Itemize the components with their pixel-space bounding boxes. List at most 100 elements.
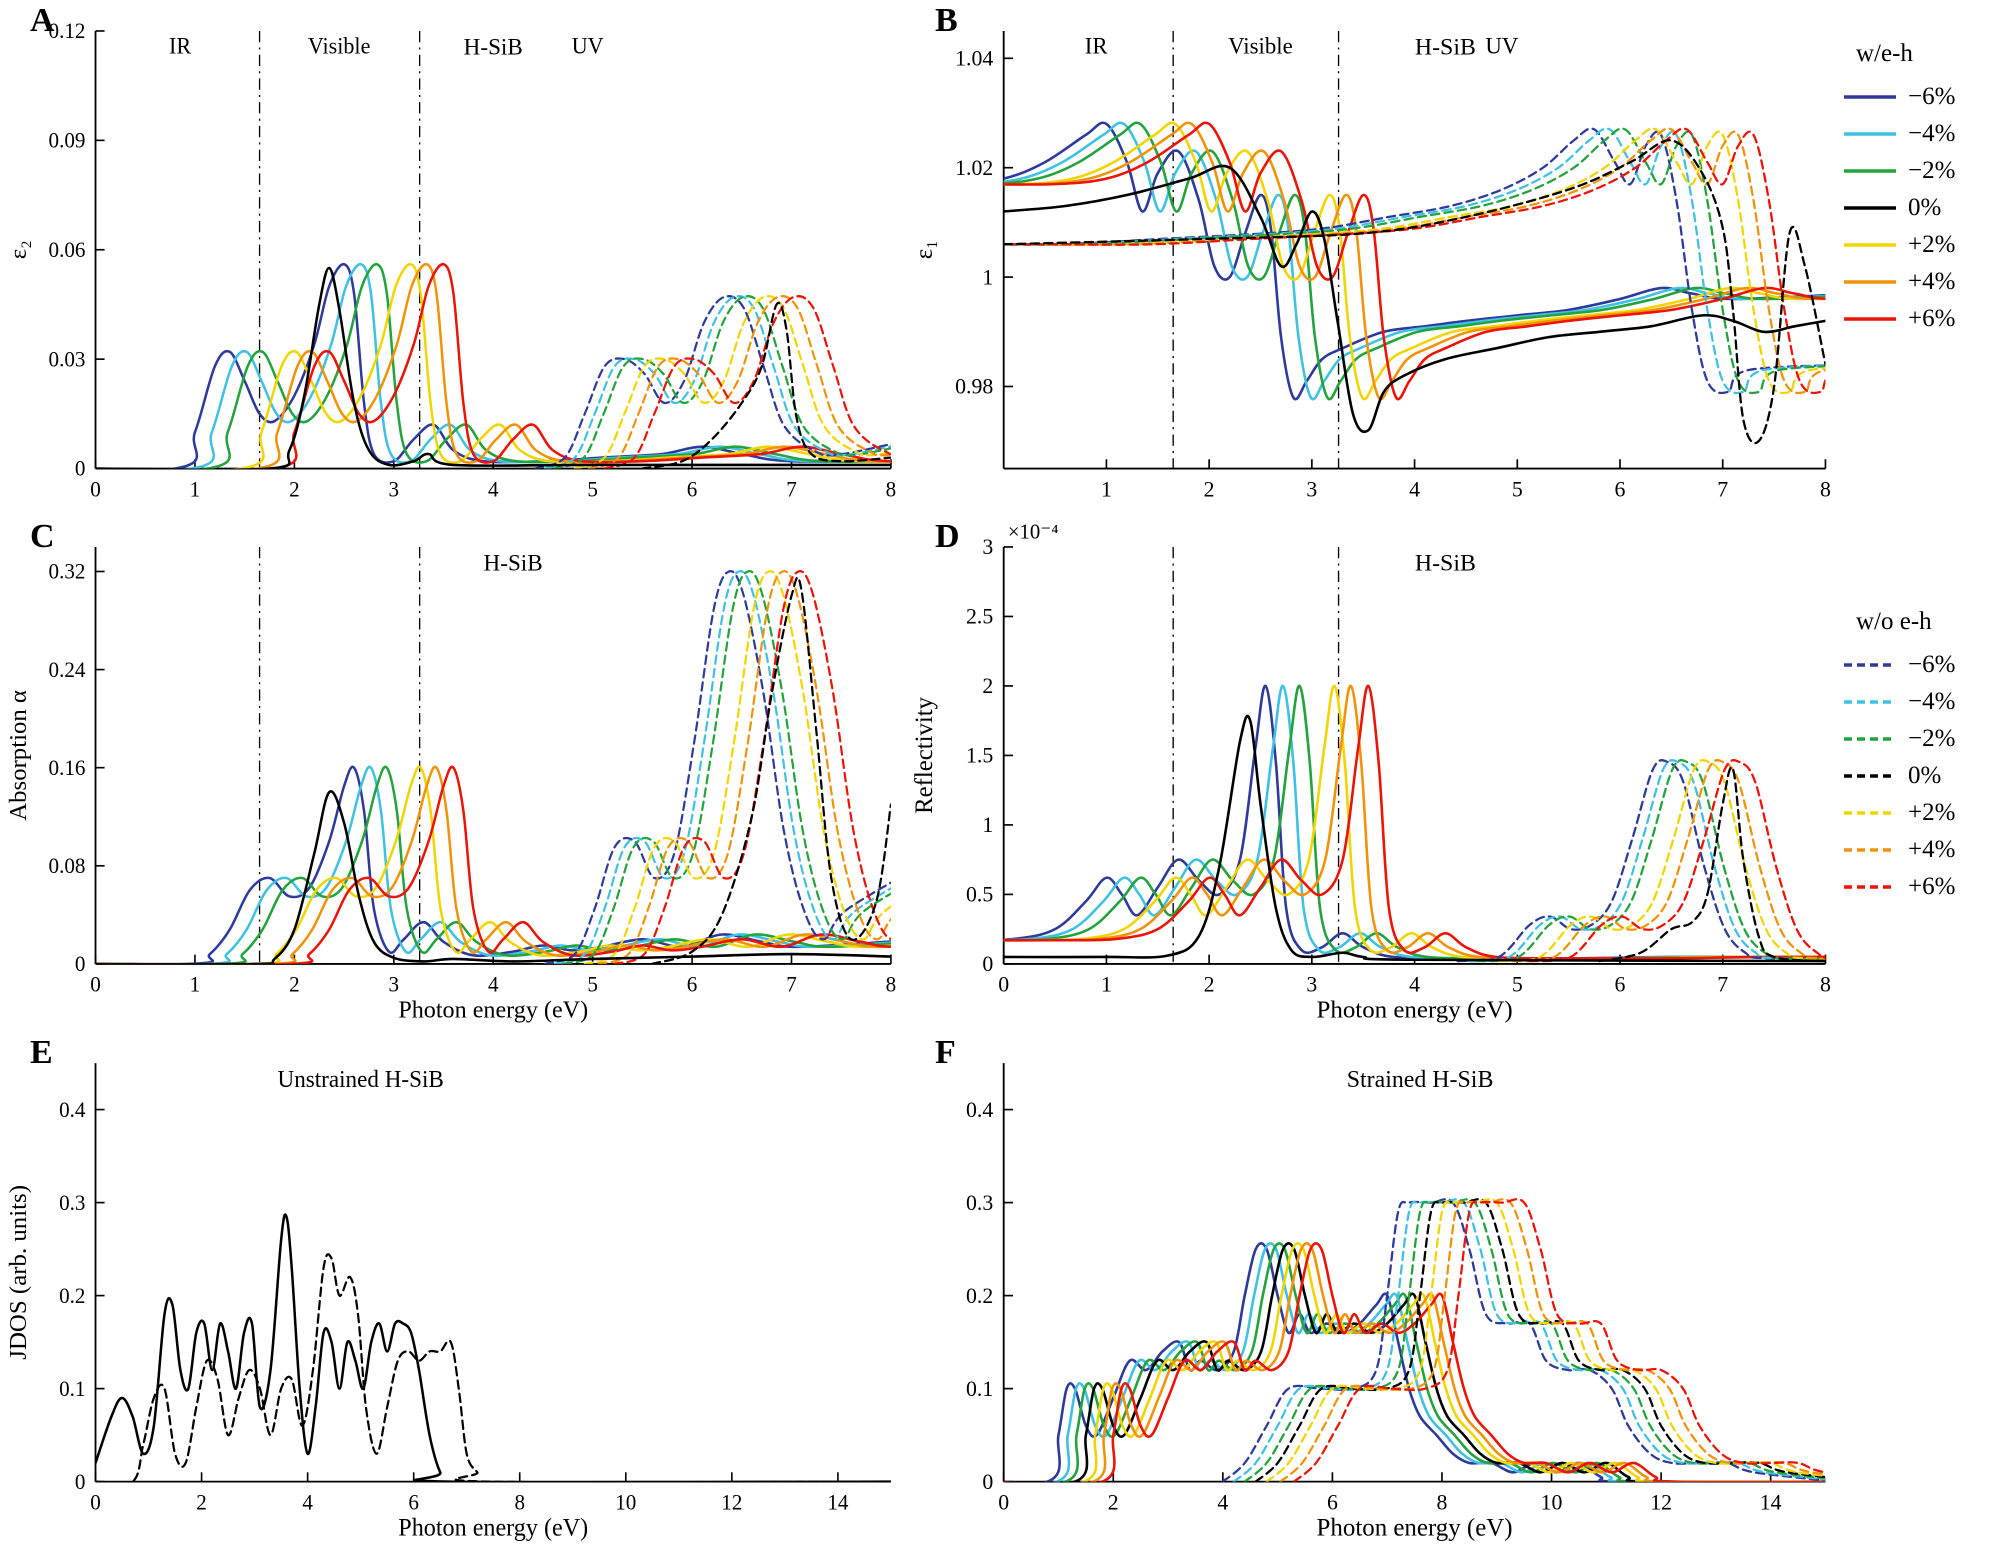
legend-label: +6% (1908, 872, 1956, 900)
legend-label: −2% (1908, 724, 1956, 752)
panel-E: E 0 2 4 6 8 10 12 14 0 0.1 0.2 0.3 0.4 Unstrained H-S… (0, 1032, 905, 1550)
svg-text:0.98: 0.98 (955, 375, 993, 399)
svg-text:0.2: 0.2 (966, 1284, 993, 1308)
svg-text:Photon energy (eV): Photon energy (eV) (398, 1514, 588, 1541)
panel-letter-B: B (935, 2, 958, 39)
legend-line-icon (1844, 884, 1896, 889)
panel-D: D 0 1 2 3 4 5 6 7 8 0 0.5 1 1.5 2 2.5 3 H-SiB ×10⁻⁴ Photon… (905, 516, 1840, 1032)
legend-line-icon (1844, 316, 1896, 321)
svg-text:0.3: 0.3 (59, 1191, 85, 1215)
svg-text:2: 2 (1204, 477, 1215, 501)
legend-label: −4% (1908, 687, 1956, 715)
legend-label: −6% (1908, 82, 1956, 110)
svg-text:12: 12 (1650, 1491, 1672, 1515)
plot-reflectivity: 0 1 2 3 4 5 6 7 8 0 0.5 1 1.5 2 2.5 3 H-SiB ×10⁻⁴ Photon e… (911, 522, 1831, 1024)
legend-label: +4% (1908, 267, 1956, 295)
panel-C: C 0 1 2 3 4 5 6 7 8 0 0.08 0.16 0.24 0.32 H-SiB Photon … (0, 516, 905, 1032)
panel-F: F 0 2 4 6 8 10 12 14 0 0.1 0.2 0.3 0.4 Strained H-SiB… (905, 1032, 1840, 1550)
legend-line-icon (1844, 94, 1896, 99)
svg-text:1: 1 (1101, 973, 1112, 997)
legend-with-eh: w/e-h −6% −4% −2% 0% +2% +4% +6% (1840, 0, 2004, 516)
plot-absorption: 0 1 2 3 4 5 6 7 8 0 0.08 0.16 0.24 0.32 H-SiB Photon en… (5, 546, 896, 1024)
legend-item: +2% (1842, 226, 2004, 263)
legend-item: −4% (1842, 115, 2004, 152)
svg-text:UV: UV (572, 33, 604, 58)
svg-text:0.2: 0.2 (59, 1284, 85, 1308)
plot-epsilon1: 1 2 3 4 5 6 7 8 0.98 1 1.02 1.04 IR Visible UV H-SiB ε₁ (911, 30, 1831, 501)
svg-text:2: 2 (289, 477, 300, 501)
svg-text:6: 6 (408, 1490, 419, 1514)
legend-label: 0% (1908, 193, 1942, 221)
svg-text:6: 6 (1327, 1491, 1338, 1515)
legend-label: −6% (1908, 650, 1956, 678)
svg-text:7: 7 (1717, 477, 1728, 501)
svg-text:1.5: 1.5 (966, 744, 993, 768)
svg-text:Photon energy (eV): Photon energy (eV) (1317, 1515, 1513, 1542)
svg-text:10: 10 (1541, 1491, 1563, 1515)
svg-text:0: 0 (90, 1490, 101, 1514)
svg-text:1: 1 (982, 813, 993, 837)
legend-item: −6% (1842, 78, 2004, 115)
svg-text:4: 4 (488, 973, 499, 997)
svg-text:1: 1 (190, 477, 201, 501)
legend-item: +6% (1842, 868, 2004, 905)
svg-text:H-SiB: H-SiB (484, 550, 543, 576)
legend-label: +2% (1908, 798, 1956, 826)
legend-line-icon (1844, 662, 1896, 667)
svg-text:2: 2 (982, 674, 993, 698)
legend-line-icon (1844, 131, 1896, 136)
svg-text:5: 5 (587, 973, 598, 997)
svg-text:0.4: 0.4 (966, 1098, 993, 1122)
panel-letter-C: C (30, 518, 55, 555)
panel-B: B 1 2 3 4 5 6 7 8 0.98 1 1.02 1.04 IR Visible UV H-SiB ε… (905, 0, 1840, 516)
svg-text:2: 2 (1204, 973, 1215, 997)
legend-item: +4% (1842, 263, 2004, 300)
svg-text:7: 7 (786, 973, 797, 997)
svg-text:Absorption α: Absorption α (5, 690, 32, 821)
legend-line-icon (1844, 810, 1896, 815)
legend-line-icon (1844, 242, 1896, 247)
svg-text:8: 8 (886, 477, 897, 501)
svg-text:5: 5 (1512, 973, 1523, 997)
panel-letter-A: A (30, 2, 55, 39)
svg-text:0: 0 (90, 477, 101, 501)
svg-text:0: 0 (75, 1470, 86, 1494)
svg-text:Visible: Visible (308, 33, 371, 58)
svg-text:Reflectivity: Reflectivity (911, 696, 938, 813)
svg-text:6: 6 (687, 477, 698, 501)
svg-text:Photon energy (eV): Photon energy (eV) (398, 996, 588, 1023)
svg-text:Unstrained H-SiB: Unstrained H-SiB (278, 1067, 444, 1093)
svg-text:5: 5 (587, 477, 598, 501)
svg-text:0.5: 0.5 (966, 883, 993, 907)
svg-text:8: 8 (1820, 973, 1831, 997)
legend-items-with-eh: −6% −4% −2% 0% +2% +4% +6% (1842, 78, 2004, 337)
legend-line-icon (1844, 847, 1896, 852)
svg-text:4: 4 (302, 1490, 313, 1514)
panel-letter-D: D (935, 518, 960, 555)
legend-label: −4% (1908, 119, 1956, 147)
svg-text:12: 12 (721, 1490, 742, 1514)
svg-text:H-SiB: H-SiB (1415, 551, 1476, 577)
legend-item: 0% (1842, 757, 2004, 794)
svg-text:0.06: 0.06 (49, 238, 86, 262)
legend-without-eh: w/o e-h −6% −4% −2% 0% +2% +4% +6% (1840, 516, 2004, 1032)
legend-item: −4% (1842, 683, 2004, 720)
svg-text:1: 1 (982, 265, 993, 289)
svg-text:2: 2 (289, 973, 300, 997)
svg-text:4: 4 (1217, 1491, 1228, 1515)
svg-text:6: 6 (1615, 973, 1626, 997)
legend-item: +4% (1842, 831, 2004, 868)
svg-text:0: 0 (982, 952, 993, 976)
svg-text:IR: IR (1085, 34, 1109, 59)
svg-text:0.09: 0.09 (49, 128, 86, 152)
legend-label: 0% (1908, 761, 1942, 789)
legend-item: +2% (1842, 794, 2004, 831)
svg-text:7: 7 (786, 477, 797, 501)
legend-line-icon (1844, 168, 1896, 173)
legend-item: −2% (1842, 152, 2004, 189)
legend-line-icon (1844, 699, 1896, 704)
svg-text:3: 3 (982, 535, 993, 559)
svg-text:1.04: 1.04 (955, 47, 993, 71)
svg-text:0.3: 0.3 (966, 1191, 993, 1215)
svg-text:6: 6 (1615, 477, 1626, 501)
